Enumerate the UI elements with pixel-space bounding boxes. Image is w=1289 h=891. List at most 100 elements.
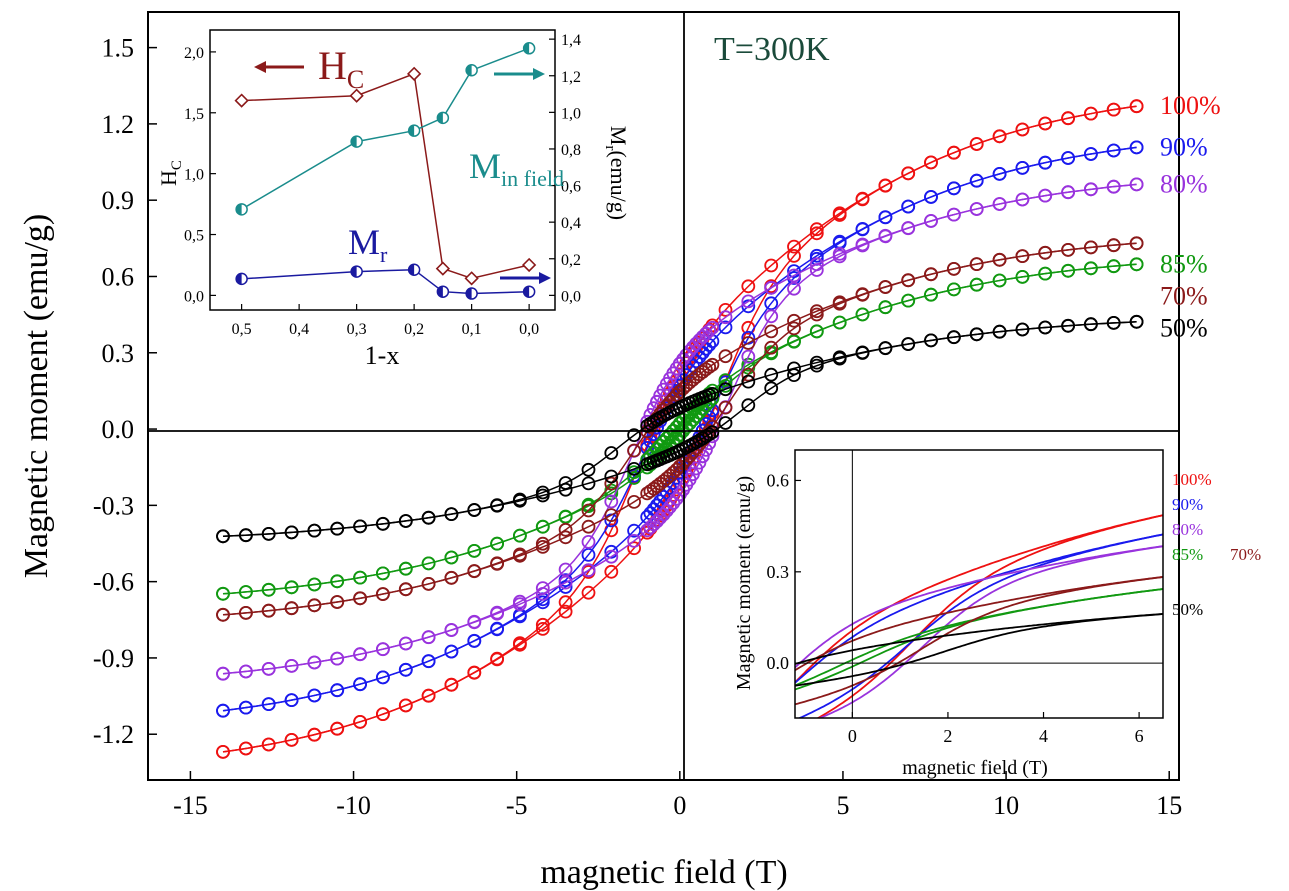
main-x-tick-label: -15 bbox=[173, 791, 208, 820]
main-series-label: 50% bbox=[1160, 313, 1208, 342]
main-data-point bbox=[1015, 269, 1030, 284]
main-data-point bbox=[787, 368, 801, 383]
main-data-point bbox=[666, 496, 681, 510]
inset2-frame bbox=[794, 449, 1164, 719]
main-data-point bbox=[1106, 315, 1121, 330]
main-data-point bbox=[353, 591, 368, 606]
main-x-tick-label: 15 bbox=[1156, 791, 1182, 820]
main-data-point bbox=[764, 309, 779, 324]
main-data-point bbox=[809, 257, 824, 272]
main-data-point bbox=[558, 522, 573, 537]
main-data-point bbox=[924, 155, 938, 170]
main-data-point bbox=[581, 585, 596, 600]
main-data-point bbox=[855, 287, 870, 302]
main-data-point bbox=[855, 307, 870, 322]
main-data-point bbox=[398, 561, 413, 576]
inset1-series-line bbox=[241, 268, 530, 295]
inset2-series-line bbox=[795, 545, 1163, 669]
main-data-point bbox=[878, 178, 893, 193]
main-data-point bbox=[604, 446, 619, 460]
main-data-point bbox=[1038, 188, 1053, 203]
main-data-point bbox=[330, 721, 345, 736]
main-data-point bbox=[924, 267, 938, 282]
main-data-point bbox=[969, 277, 984, 292]
main-data-point bbox=[705, 357, 720, 372]
main-y-tick-label: 0.6 bbox=[102, 262, 135, 291]
main-data-point bbox=[627, 428, 641, 443]
main-data-point bbox=[513, 528, 527, 543]
inset1-data-point bbox=[522, 285, 536, 298]
main-data-point bbox=[558, 476, 573, 490]
main-y-tick-label: -0.6 bbox=[93, 568, 134, 597]
main-data-point bbox=[901, 293, 916, 308]
main-data-point bbox=[261, 603, 276, 618]
main-data-point bbox=[947, 282, 961, 297]
main-x-tick-label: 0 bbox=[673, 791, 686, 820]
min-field-series-label-sub: in field bbox=[501, 166, 564, 191]
main-data-point bbox=[238, 700, 253, 715]
main-data-point bbox=[261, 697, 276, 711]
main-data-point bbox=[558, 595, 573, 610]
main-data-point bbox=[718, 310, 733, 325]
main-data-point bbox=[238, 741, 253, 756]
min-field-series-label: Min field bbox=[469, 146, 564, 191]
main-data-point bbox=[330, 595, 345, 609]
inset2-series-line bbox=[816, 514, 1163, 718]
main-data-point bbox=[216, 607, 230, 622]
main-data-point bbox=[284, 580, 299, 595]
main-data-point bbox=[947, 207, 961, 222]
main-data-point bbox=[924, 287, 938, 302]
main-data-point bbox=[718, 382, 733, 397]
main-data-point bbox=[969, 173, 984, 188]
main-data-point bbox=[992, 166, 1007, 181]
main-data-point bbox=[718, 302, 733, 317]
main-plot-frame bbox=[147, 11, 1180, 781]
inset1-data-point bbox=[350, 135, 363, 148]
inset2-axis-ticks: 0 2 4 6 0.0 0.3 0.6 bbox=[767, 450, 1163, 746]
main-data-point bbox=[878, 210, 893, 225]
main-data-point bbox=[718, 349, 733, 364]
inset1-right-axis-label-unit: (emu/g) bbox=[606, 150, 631, 220]
main-data-point bbox=[969, 137, 984, 151]
main-data-point bbox=[421, 688, 436, 703]
main-data-point bbox=[421, 577, 436, 591]
inset1-left-tick-label: 2,0 bbox=[184, 45, 204, 62]
main-data-point bbox=[1129, 177, 1144, 192]
main-data-point bbox=[764, 367, 779, 382]
inset1-left-tick-label: 1,0 bbox=[184, 167, 204, 184]
main-data-point bbox=[444, 550, 459, 565]
main-series-line bbox=[222, 321, 1137, 538]
main-data-point bbox=[307, 727, 322, 742]
main-data-point bbox=[992, 324, 1007, 339]
inset1-x-tick-label: 0,5 bbox=[232, 321, 252, 338]
main-data-point bbox=[718, 416, 733, 430]
main-data-point bbox=[992, 273, 1007, 288]
main-data-point bbox=[741, 349, 756, 364]
inset2-data-layer bbox=[795, 514, 1163, 718]
inset1-x-tick-label: 0,0 bbox=[519, 321, 539, 338]
inset1-left-tick-label: 0,5 bbox=[184, 228, 204, 245]
main-data-point bbox=[1129, 257, 1144, 272]
main-data-point bbox=[832, 315, 847, 330]
main-data-point bbox=[604, 564, 619, 579]
main-data-point bbox=[216, 703, 230, 718]
main-data-point bbox=[855, 238, 870, 253]
main-data-point bbox=[702, 427, 717, 442]
inset1-right-axis-label-sub: r bbox=[602, 145, 618, 150]
main-data-point bbox=[216, 666, 230, 681]
main-data-point bbox=[261, 737, 276, 752]
main-data-point bbox=[741, 279, 756, 294]
inset2-y-axis-label: Magnetic moment (emu/g) bbox=[733, 476, 755, 690]
main-data-point bbox=[832, 296, 847, 311]
inset1-right-tick-label: 0,8 bbox=[561, 142, 581, 159]
main-data-point bbox=[261, 582, 276, 597]
main-data-point bbox=[1084, 106, 1098, 121]
main-data-point bbox=[764, 381, 779, 396]
main-data-point bbox=[809, 222, 824, 237]
main-data-point bbox=[741, 374, 756, 389]
main-data-point bbox=[1038, 245, 1053, 260]
main-data-point bbox=[764, 340, 779, 355]
main-data-point bbox=[330, 683, 345, 698]
main-data-point bbox=[1061, 263, 1075, 278]
